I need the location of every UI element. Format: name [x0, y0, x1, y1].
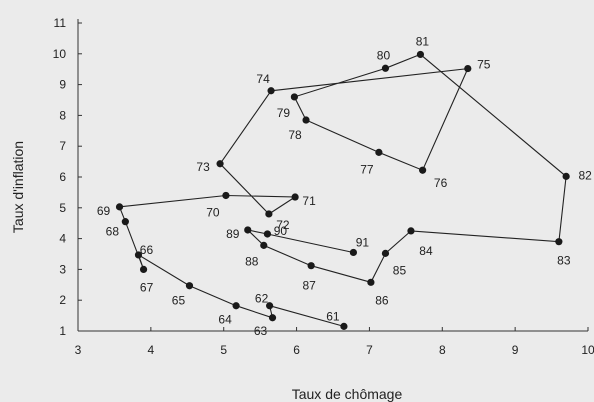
- y-tick-label-9: 9: [59, 78, 66, 92]
- x-tick-label-5: 5: [220, 343, 227, 357]
- x-tick-label-8: 8: [439, 343, 446, 357]
- data-label-67: 67: [140, 280, 154, 294]
- data-label-62: 62: [255, 292, 269, 306]
- data-point-64: [232, 302, 240, 310]
- data-label-89: 89: [226, 227, 240, 241]
- data-label-83: 83: [557, 254, 571, 268]
- data-point-65: [185, 282, 194, 290]
- data-point-75: [464, 64, 472, 73]
- data-point-83: [555, 238, 563, 246]
- data-labels: 61 62 63 64 65 66 67 68 69 70 71 72 73 74 75 76 77 78 79 80…: [97, 34, 592, 337]
- x-tick-label-10: 10: [581, 343, 594, 357]
- y-tick-label-3: 3: [59, 262, 66, 276]
- x-tick-label-6: 6: [293, 343, 300, 357]
- data-point-72: [265, 210, 273, 218]
- data-point-85: [381, 249, 390, 257]
- data-label-75: 75: [477, 58, 491, 72]
- data-label-66: 66: [140, 243, 154, 257]
- data-label-76: 76: [434, 176, 448, 190]
- data-point-84: [407, 227, 415, 235]
- data-point-78: [302, 116, 310, 124]
- data-point-79: [290, 93, 298, 101]
- data-label-81: 81: [416, 34, 430, 48]
- data-point-91: [349, 248, 357, 257]
- data-point-82: [562, 172, 570, 180]
- data-label-79: 79: [277, 106, 291, 120]
- data-points: [115, 50, 570, 330]
- y-tick-label-1: 1: [59, 324, 66, 338]
- data-point-68: [121, 218, 129, 226]
- y-tick-label-11: 11: [54, 16, 67, 30]
- data-label-86: 86: [375, 293, 389, 307]
- data-label-73: 73: [196, 160, 210, 174]
- x-ticks: 3 4 5 6 7 8 9 10: [75, 327, 594, 357]
- x-axis-title: Taux de chômage: [292, 386, 403, 402]
- y-tick-label-4: 4: [59, 232, 66, 246]
- x-tick-label-7: 7: [366, 343, 373, 357]
- data-label-71: 71: [302, 194, 316, 208]
- data-label-63: 63: [254, 324, 268, 338]
- data-point-77: [375, 148, 383, 156]
- x-tick-label-4: 4: [148, 343, 155, 357]
- data-label-68: 68: [106, 225, 120, 239]
- y-tick-label-2: 2: [59, 293, 66, 307]
- data-label-74: 74: [256, 72, 270, 86]
- y-tick-label-7: 7: [59, 139, 66, 153]
- data-label-78: 78: [288, 128, 302, 142]
- y-tick-label-8: 8: [59, 108, 66, 122]
- data-label-64: 64: [218, 313, 232, 327]
- data-label-69: 69: [97, 204, 111, 218]
- data-point-69: [115, 203, 124, 211]
- data-point-76: [419, 166, 427, 174]
- y-tick-label-10: 10: [53, 47, 67, 61]
- data-point-74: [267, 87, 275, 95]
- data-point-90: [263, 230, 272, 238]
- data-label-72: 72: [276, 218, 290, 232]
- data-label-70: 70: [206, 205, 220, 219]
- data-label-88: 88: [245, 254, 259, 268]
- data-point-63: [268, 314, 277, 322]
- x-tick-label-9: 9: [512, 343, 519, 357]
- data-label-90: 90: [274, 224, 288, 238]
- data-label-85: 85: [393, 263, 407, 277]
- data-point-86: [367, 278, 375, 286]
- plot-area: 61 62 63 64 65 66 67 68 69 70 71 72 73 74 75 76 77 78 79 80…: [97, 34, 592, 337]
- data-point-62: [266, 302, 274, 310]
- data-point-89: [244, 226, 252, 234]
- data-point-87: [307, 262, 315, 270]
- data-label-87: 87: [302, 279, 316, 293]
- data-point-61: [340, 322, 348, 330]
- data-point-81: [416, 50, 425, 59]
- y-tick-label-5: 5: [59, 201, 66, 215]
- data-point-66: [134, 251, 143, 259]
- data-label-65: 65: [172, 294, 186, 308]
- y-tick-label-6: 6: [59, 170, 66, 184]
- data-point-70: [222, 191, 230, 200]
- data-label-77: 77: [360, 162, 374, 176]
- data-point-73: [216, 160, 224, 168]
- y-ticks: 1 2 3 4 5 6 7 8 9 10 11: [53, 16, 82, 338]
- data-point-88: [260, 241, 268, 249]
- data-label-80: 80: [377, 48, 391, 62]
- data-point-67: [139, 265, 148, 273]
- data-label-91: 91: [356, 235, 370, 249]
- data-point-80: [381, 64, 390, 72]
- data-point-71: [291, 193, 299, 201]
- data-label-61: 61: [326, 309, 340, 323]
- data-label-82: 82: [578, 168, 592, 182]
- x-tick-label-3: 3: [75, 343, 82, 357]
- data-label-84: 84: [419, 244, 433, 258]
- y-axis-title: Taux d'inflation: [10, 141, 26, 233]
